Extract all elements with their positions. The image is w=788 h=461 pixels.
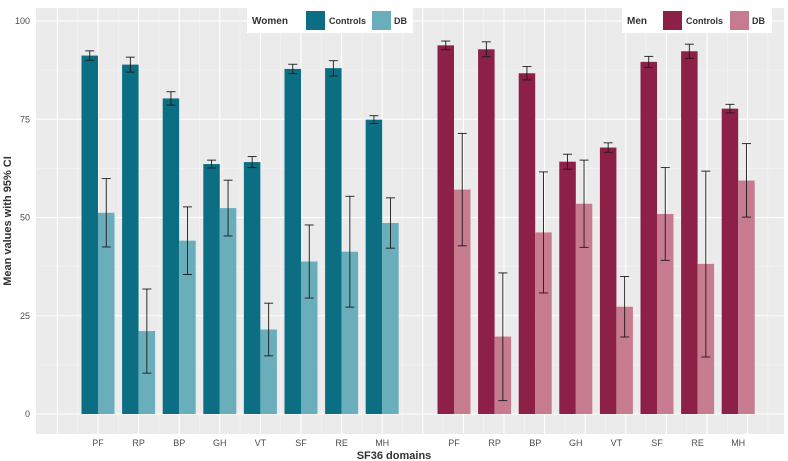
legend-men: Men Controls DB <box>622 8 772 33</box>
bar-women-db-vt <box>260 329 277 414</box>
bar-men-db-sf <box>657 213 674 414</box>
error-bars <box>85 40 751 402</box>
x-tick-label-women-mh: MH <box>375 438 389 448</box>
bar-women-db-gh <box>219 208 237 414</box>
legend-women-db-swatch <box>372 11 391 30</box>
bar-men-controls-vt <box>599 147 617 414</box>
x-tick-label-men-bp: BP <box>529 438 541 448</box>
legend-men-controls-swatch <box>663 11 682 30</box>
bar-men-db-vt <box>616 306 633 414</box>
bar-women-controls-re <box>325 68 342 414</box>
y-tick-label: 25 <box>20 311 30 321</box>
x-tick-label-men-sf: SF <box>651 438 663 448</box>
bar-women-db-re <box>341 251 359 414</box>
x-tick-label-women-re: RE <box>335 438 348 448</box>
bar-women-controls-rp <box>122 64 139 415</box>
x-axis: PF RP BP GH VT SF RE MH PF RP BP GH VT SF RE MH <box>92 438 745 448</box>
legend-women-db-label: DB <box>394 16 407 26</box>
bar-women-controls-mh <box>365 119 383 414</box>
bar-women-db-bp <box>179 240 196 414</box>
bar-men-controls-bp <box>518 73 536 415</box>
x-tick-label-men-re: RE <box>691 438 704 448</box>
bar-women-db-mh <box>382 223 399 414</box>
bar-women-controls-sf <box>284 68 301 415</box>
bar-women-controls-gh <box>203 164 220 414</box>
legend-men-db-swatch <box>730 11 749 30</box>
bar-men-db-gh <box>575 203 593 414</box>
bar-men-controls-sf <box>640 61 657 414</box>
x-tick-label-men-gh: GH <box>569 438 583 448</box>
x-tick-label-women-pf: PF <box>92 438 104 448</box>
bar-men-controls-mh <box>721 108 739 414</box>
y-tick-label: 100 <box>15 16 30 26</box>
x-tick-label-women-bp: BP <box>173 438 185 448</box>
legend-women-controls-swatch <box>306 11 325 30</box>
legend-women-controls-label: Controls <box>329 16 366 26</box>
bar-men-db-bp <box>535 232 552 414</box>
x-tick-label-men-pf: PF <box>448 438 460 448</box>
x-tick-label-women-gh: GH <box>213 438 227 448</box>
y-axis: 0 25 50 75 100 <box>15 16 30 419</box>
legend-women: Women Controls DB <box>247 8 413 33</box>
bar-women-controls-pf <box>81 55 98 415</box>
bars <box>81 45 755 415</box>
bar-women-db-sf <box>301 261 318 414</box>
y-tick-label: 75 <box>20 114 30 124</box>
y-axis-title: Mean values with 95% CI <box>2 156 14 286</box>
x-tick-label-men-vt: VT <box>611 438 623 448</box>
legend-men-db-label: DB <box>752 16 765 26</box>
x-axis-title: SF36 domains <box>357 450 432 461</box>
bar-women-db-pf <box>98 212 115 414</box>
bar-men-controls-re <box>681 51 698 415</box>
bar-men-controls-gh <box>559 161 576 414</box>
y-tick-label: 0 <box>25 409 30 419</box>
x-tick-label-men-rp: RP <box>488 438 501 448</box>
bar-men-controls-pf <box>437 45 454 415</box>
legend-women-title: Women <box>252 16 288 27</box>
x-tick-label-women-vt: VT <box>255 438 267 448</box>
bar-men-db-mh <box>738 180 755 414</box>
x-tick-label-women-rp: RP <box>132 438 145 448</box>
x-tick-label-men-mh: MH <box>731 438 745 448</box>
bar-women-controls-vt <box>243 162 261 414</box>
bar-women-controls-bp <box>162 98 180 415</box>
legend-men-title: Men <box>627 16 647 27</box>
bar-men-controls-rp <box>478 49 495 415</box>
legend-men-controls-label: Controls <box>686 16 723 26</box>
y-tick-label: 50 <box>20 213 30 223</box>
x-tick-label-women-sf: SF <box>295 438 307 448</box>
